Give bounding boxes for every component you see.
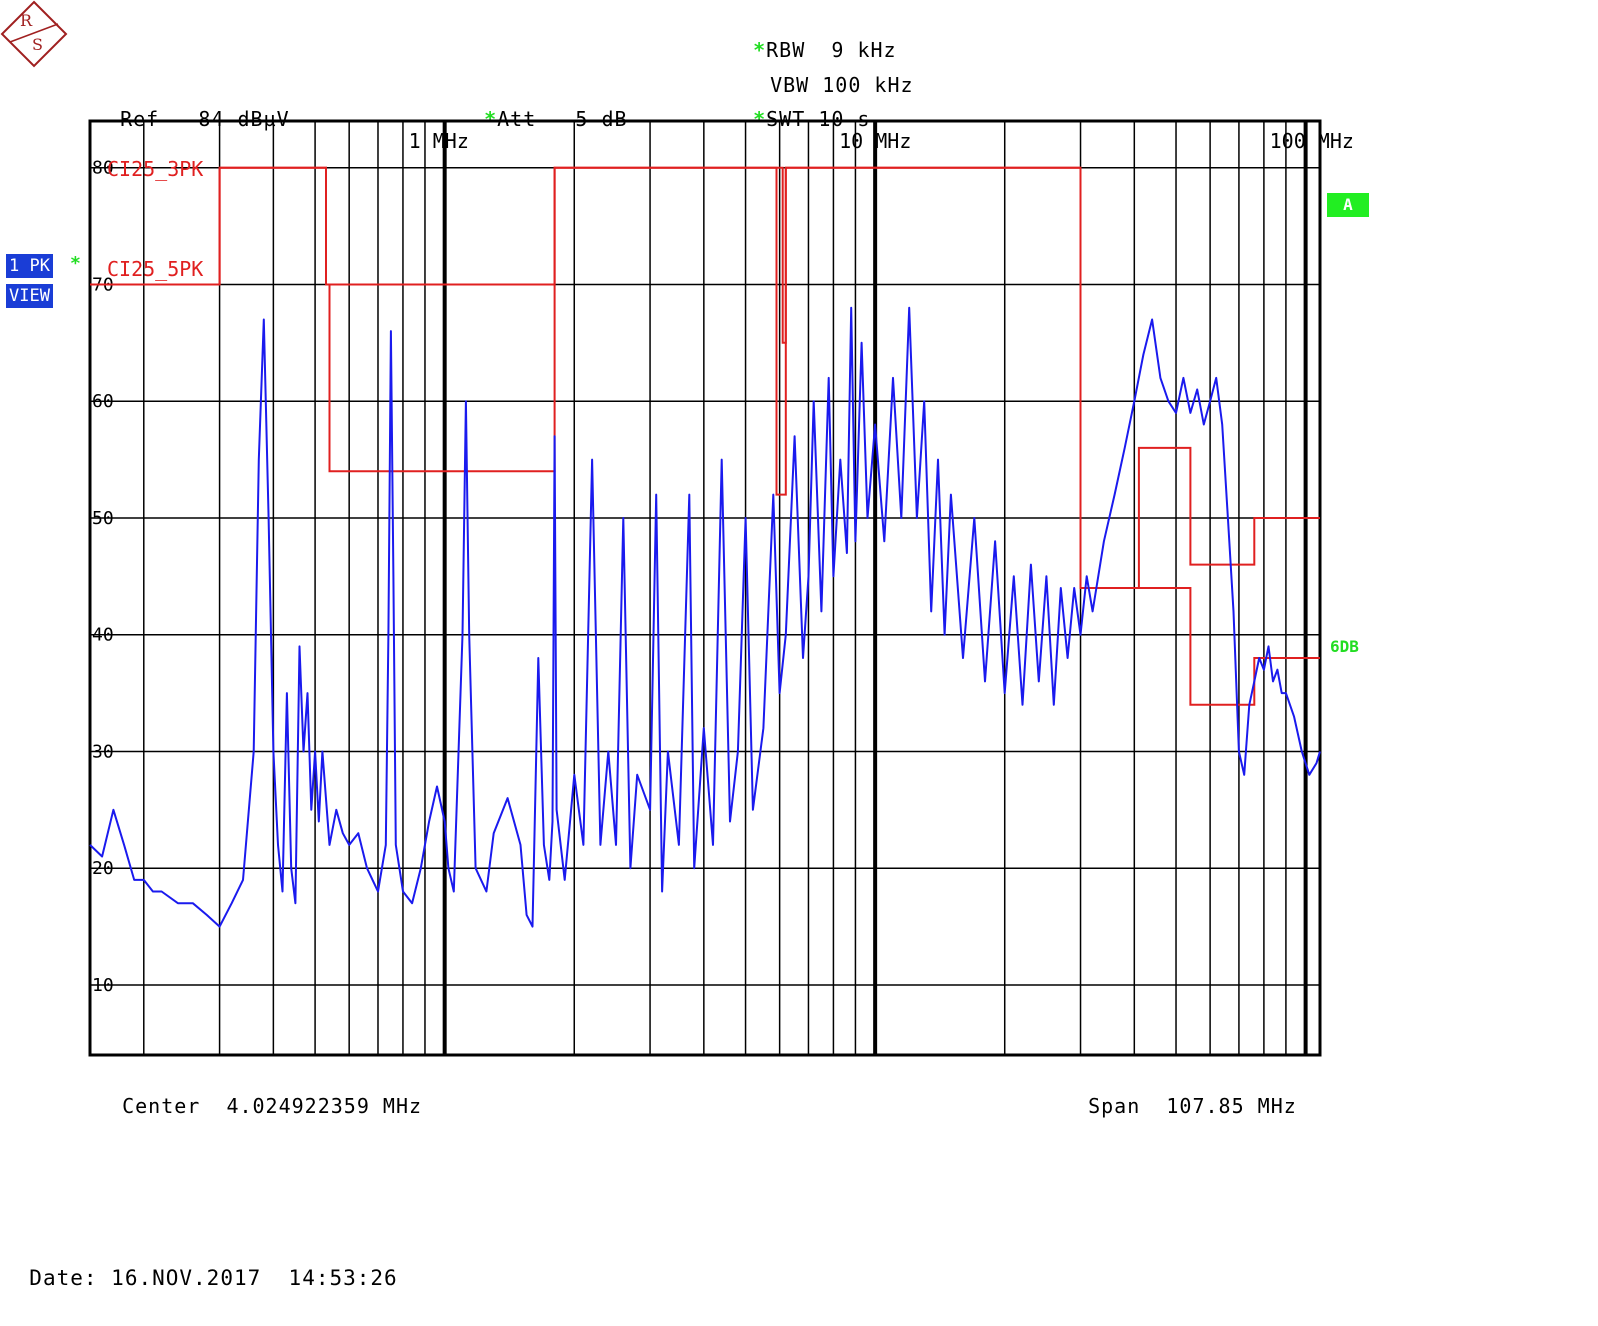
limit-line-label: CI25_3PK xyxy=(107,157,203,181)
rbw-readout: *RBW 9 kHz xyxy=(753,38,897,62)
trace-line xyxy=(89,306,1321,928)
rs-logo: R S xyxy=(0,0,68,68)
y-tick-label: 60 xyxy=(92,391,114,412)
y-tick-label: 40 xyxy=(92,625,114,646)
span-readout: Span 107.85 MHz xyxy=(1088,1094,1297,1118)
timestamp: Date: 16.NOV.2017 14:53:26 xyxy=(29,1266,398,1290)
y-tick-label: 80 xyxy=(92,158,114,179)
plot-frame xyxy=(88,119,1322,1057)
margin-6db-label: 6DB xyxy=(1330,637,1359,656)
screen-a-badge: A xyxy=(1327,193,1369,217)
x-tick-label: 100 MHz xyxy=(1270,129,1354,153)
sweep-time-readout: *SWT 10 s xyxy=(753,107,871,131)
x-tick-label: 10 MHz xyxy=(839,129,911,153)
limit-line xyxy=(90,166,1320,706)
vbw-readout: VBW 100 kHz xyxy=(770,73,914,97)
trace-badge: 1 PK xyxy=(6,254,53,278)
svg-text:R: R xyxy=(20,11,33,30)
trace-star: * xyxy=(70,253,82,274)
limit-line xyxy=(90,166,1320,589)
y-tick-label: 50 xyxy=(92,508,114,529)
attenuation-readout: *Att 5 dB xyxy=(484,107,628,131)
y-tick-label: 20 xyxy=(92,858,114,879)
svg-text:S: S xyxy=(32,35,43,54)
y-tick-label: 30 xyxy=(92,741,114,762)
center-frequency-readout: Center 4.024922359 MHz xyxy=(122,1094,423,1118)
view-badge: VIEW xyxy=(6,284,53,308)
ref-level-readout: Ref 84 dBµV xyxy=(120,107,290,131)
limit-line-label: CI25_5PK xyxy=(107,257,203,281)
y-tick-label: 10 xyxy=(92,975,114,996)
x-tick-label: 1 MHz xyxy=(409,129,469,153)
